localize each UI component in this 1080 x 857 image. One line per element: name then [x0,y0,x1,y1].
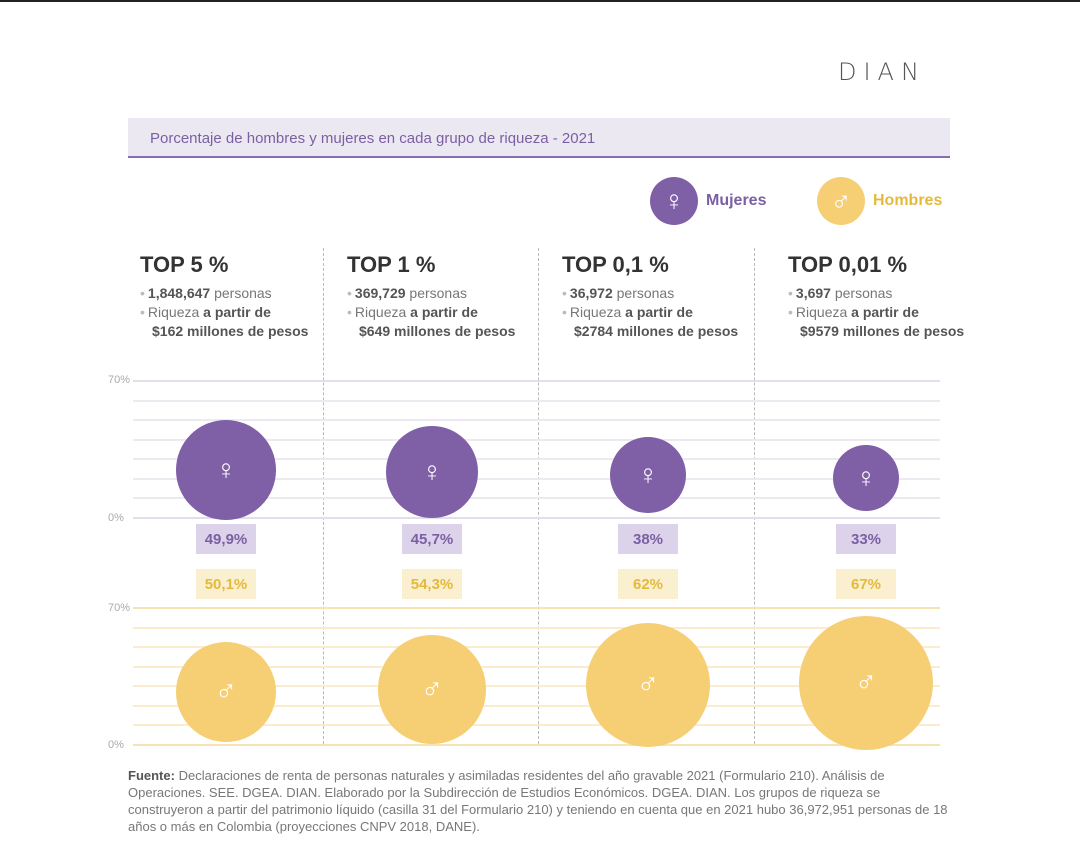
group-wealth-bold: a partir de [851,304,919,320]
grid-line [133,626,940,629]
group-header: TOP 0,1 % • 36,972 personas • Riqueza a part… [562,252,762,341]
grid-line [133,477,940,480]
group-title: TOP 1 % [347,252,436,277]
grid-line [133,665,940,668]
grid-line [133,458,940,461]
group-wealth-value-line: $162 millones de pesos [140,322,340,341]
group-count: • 3,697 personas [788,285,893,301]
men-axis-top: 70% [108,602,131,614]
grid-line [133,646,940,649]
grid-line [133,438,940,441]
grid-line [133,724,940,727]
group-wealth-value: $9579 millones de pesos [800,323,965,339]
women-bubble: ♀ [833,444,899,511]
men-percent-label: 54,3% [402,569,462,599]
women-percent-label: 49,9% [196,524,256,554]
men-bubble: ♂ [377,635,487,744]
women-percent-label: 38% [618,524,678,554]
column-divider [323,248,324,744]
column-divider [538,248,539,744]
chart-title-bar: Porcentaje de hombres y mujeres en cada … [128,118,950,158]
grid-line [133,419,940,422]
group-wealth: • Riqueza a partir de [140,304,271,320]
group-wealth-prefix: Riqueza [147,304,200,320]
group-header: TOP 5 % • 1,848,647 personas • Riqueza a par… [140,252,340,341]
women-bubble: ♀ [176,420,276,520]
group-wealth-value-line: $9579 millones de pesos [788,322,988,341]
source-note: Fuente: Declaraciones de renta de person… [128,767,958,835]
source-label: Fuente: [128,768,175,783]
group-header: TOP 1 % • 369,729 personas • Riqueza a parti… [347,252,547,341]
group-wealth-bold: a partir de [625,304,693,320]
top-border [0,0,1080,2]
group-count: • 36,972 personas [562,285,675,301]
legend-women-label: Mujeres [706,192,767,209]
men-axis-bottom: 0% [108,739,124,751]
grid-line [133,685,940,688]
men-bubble: ♂ [799,615,933,750]
column-divider [754,248,755,744]
group-wealth-prefix: Riqueza [354,304,407,320]
women-percent-label: 45,7% [402,524,462,554]
group-title: TOP 0,01 % [788,252,908,277]
source-text: Declaraciones de renta de personas natur… [128,768,948,834]
women-axis-top: 70% [108,374,131,386]
female-icon: ♀ [650,177,698,225]
group-wealth-value: $2784 millones de pesos [574,323,739,339]
grid-line [133,517,940,519]
men-bubble: ♂ [586,623,710,748]
group-count-suffix: personas [214,285,272,301]
group-wealth: • Riqueza a partir de [788,304,919,320]
men-percent-label: 50,1% [196,569,256,599]
women-axis-bottom: 0% [108,512,124,524]
group-header: TOP 0,01 % • 3,697 personas • Riqueza a part… [788,252,988,341]
women-percent-label: 33% [836,524,896,554]
grid-line [133,704,940,707]
group-wealth: • Riqueza a partir de [562,304,693,320]
men-bubble: ♂ [175,641,277,743]
grid-line [133,607,940,609]
women-bubble: ♀ [386,426,478,518]
women-bubble: ♀ [610,437,686,514]
group-wealth-value: $649 millones de pesos [359,323,516,339]
group-count-suffix: personas [834,285,893,301]
group-count-suffix: personas [616,285,675,301]
group-wealth-bold: a partir de [203,304,271,320]
group-count: • 1,848,647 personas [140,285,272,301]
grid-line [133,744,940,746]
male-icon: ♂ [817,177,865,225]
dian-logo: DIAN [838,58,926,86]
men-percent-label: 62% [618,569,678,599]
legend-men-label: Hombres [873,192,943,209]
grid-line [133,380,940,382]
group-wealth-value-line: $649 millones de pesos [347,322,547,341]
group-wealth: • Riqueza a partir de [347,304,478,320]
chart-title: Porcentaje de hombres y mujeres en cada … [150,130,596,147]
group-count-value: 369,729 [354,285,406,301]
group-wealth-prefix: Riqueza [569,304,622,320]
group-count-value: 3,697 [795,285,831,301]
group-count-suffix: personas [409,285,467,301]
group-title: TOP 0,1 % [562,252,669,277]
group-wealth-bold: a partir de [410,304,478,320]
legend-men: ♂ Hombres [817,177,942,225]
group-count-value: 1,848,647 [147,285,211,301]
men-percent-label: 67% [836,569,896,599]
group-wealth-value: $162 millones de pesos [152,323,309,339]
group-count-value: 36,972 [569,285,613,301]
grid-line [133,399,940,402]
group-wealth-prefix: Riqueza [795,304,848,320]
group-wealth-value-line: $2784 millones de pesos [562,322,762,341]
grid-line [133,497,940,500]
legend-women: ♀ Mujeres [650,177,766,225]
group-count: • 369,729 personas [347,285,467,301]
group-title: TOP 5 % [140,252,229,277]
